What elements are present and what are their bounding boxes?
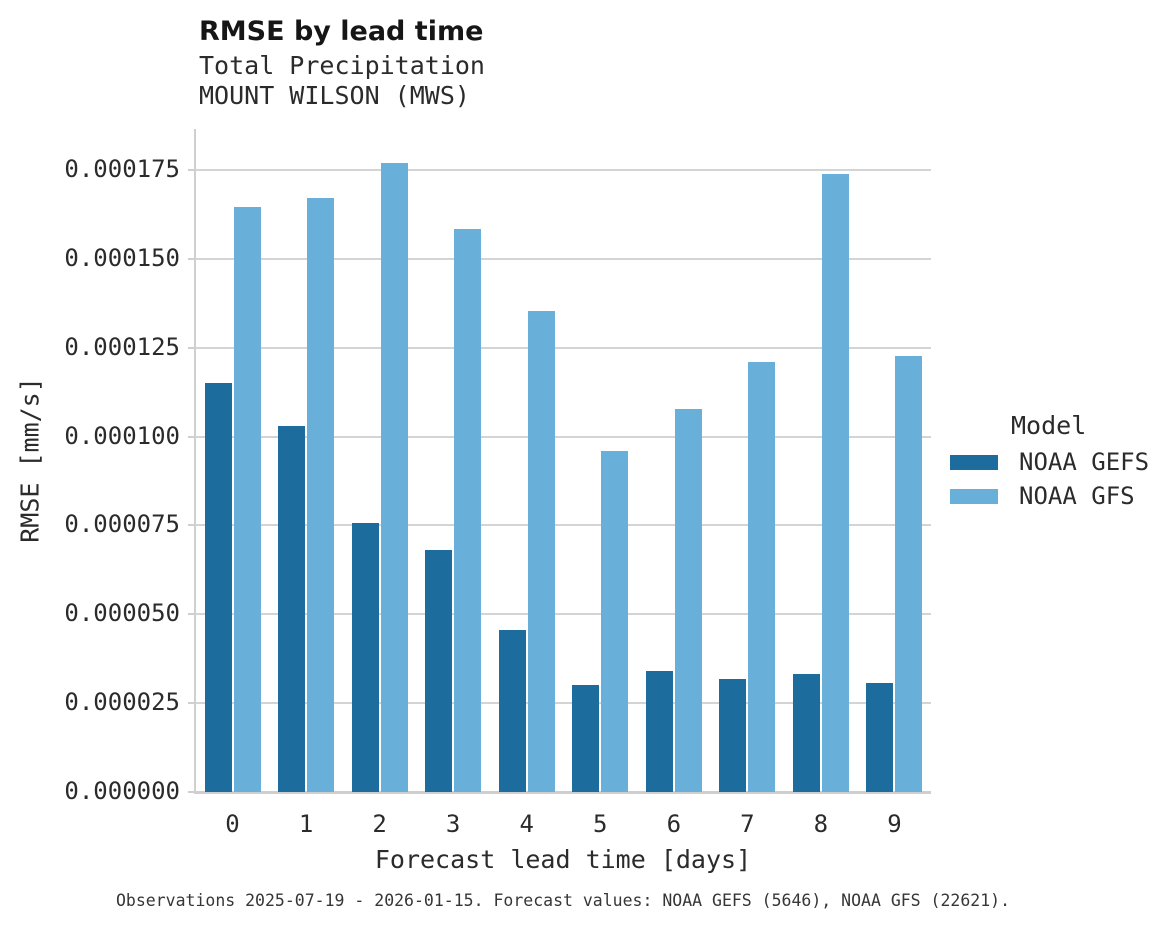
- chart-title: RMSE by lead time: [199, 16, 484, 47]
- legend-entry: NOAA GEFS: [950, 448, 1149, 476]
- y-tick-mark: [188, 257, 194, 260]
- x-tick-label: 4: [519, 810, 534, 838]
- y-tick-mark: [188, 435, 194, 438]
- bar-noaa-gfs-lead-3: [454, 228, 482, 792]
- legend-entries: NOAA GEFS NOAA GFS: [950, 448, 1149, 516]
- y-tick-mark: [188, 613, 194, 616]
- legend-swatch: [950, 488, 998, 504]
- y-tick-mark: [188, 346, 194, 349]
- x-axis-line: [194, 791, 931, 794]
- legend-entry: NOAA GFS: [950, 482, 1149, 510]
- y-tick-mark: [188, 702, 194, 705]
- bar-noaa-gfs-lead-0: [233, 206, 261, 792]
- y-tick-mark: [188, 791, 194, 793]
- y-tick-label: 0.000150: [64, 243, 180, 272]
- x-tick-label: 0: [225, 810, 240, 838]
- chart-subtitle-variable: Total Precipitation: [199, 51, 485, 80]
- gridline: [196, 169, 931, 171]
- y-tick-label: 0.000050: [64, 599, 180, 628]
- bar-noaa-gefs-lead-5: [572, 684, 600, 792]
- plot-area: [188, 129, 931, 795]
- gridline: [196, 346, 931, 349]
- chart-subtitle-station: MOUNT WILSON (MWS): [199, 81, 470, 110]
- x-tick-label: 2: [372, 810, 387, 838]
- bar-noaa-gefs-lead-1: [278, 425, 306, 792]
- bar-noaa-gefs-lead-9: [866, 682, 894, 792]
- bar-noaa-gefs-lead-4: [498, 629, 526, 792]
- x-tick-label: 5: [593, 810, 608, 838]
- bar-noaa-gfs-lead-1: [307, 198, 335, 792]
- legend-swatch: [950, 454, 998, 470]
- gridline: [196, 524, 931, 527]
- y-tick-label: 0.000075: [64, 510, 180, 539]
- y-tick-mark: [188, 524, 194, 527]
- y-axis-line: [194, 129, 196, 794]
- bar-noaa-gefs-lead-8: [792, 673, 820, 792]
- x-tick-label: 7: [740, 810, 755, 838]
- y-tick-label: 0.000175: [64, 155, 180, 183]
- bar-noaa-gfs-lead-6: [674, 408, 702, 792]
- x-tick-label: 1: [298, 810, 314, 838]
- legend-label: NOAA GFS: [1019, 482, 1135, 510]
- legend-title: Model: [1011, 411, 1087, 440]
- gridline: [196, 702, 931, 705]
- bar-noaa-gfs-lead-5: [601, 450, 629, 792]
- bar-noaa-gefs-lead-6: [645, 670, 673, 792]
- y-tick-label: 0.000000: [64, 777, 180, 805]
- x-tick-label: 3: [445, 810, 461, 838]
- bar-noaa-gfs-lead-4: [527, 311, 555, 792]
- gridline: [196, 613, 931, 616]
- y-tick-mark: [188, 169, 194, 171]
- bar-noaa-gefs-lead-0: [204, 383, 232, 792]
- legend-label: NOAA GEFS: [1019, 448, 1150, 476]
- gridline: [196, 435, 931, 438]
- x-tick-label: 9: [887, 810, 902, 838]
- x-tick-label: 6: [666, 810, 682, 838]
- bar-noaa-gfs-lead-7: [748, 361, 776, 792]
- bar-noaa-gfs-lead-9: [895, 355, 923, 792]
- y-tick-label: 0.000100: [64, 421, 180, 450]
- bar-noaa-gefs-lead-3: [425, 549, 453, 792]
- x-axis-title: Forecast lead time [days]: [374, 845, 752, 874]
- x-tick-label: 8: [813, 810, 829, 838]
- bar-noaa-gefs-lead-7: [719, 678, 747, 792]
- gridline: [196, 257, 931, 260]
- caption: Observations 2025-07-19 - 2026-01-15. Fo…: [115, 891, 1011, 910]
- bar-noaa-gfs-lead-8: [821, 174, 849, 792]
- bar-noaa-gfs-lead-2: [380, 162, 408, 792]
- bar-noaa-gefs-lead-2: [351, 522, 379, 792]
- y-tick-label: 0.000125: [64, 332, 180, 361]
- y-tick-label: 0.000025: [64, 688, 180, 717]
